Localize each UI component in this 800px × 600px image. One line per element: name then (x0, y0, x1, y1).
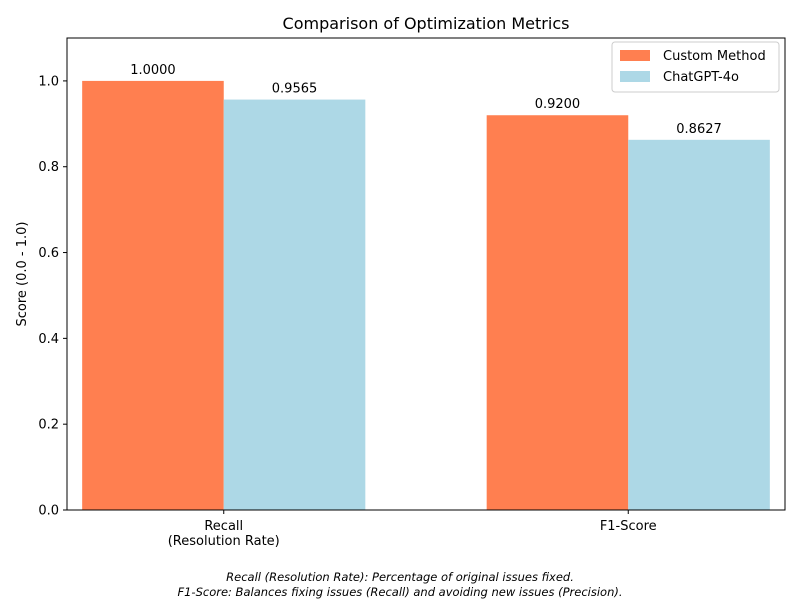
data-label-custom-method-f1-score: 0.9200 (535, 97, 581, 112)
legend-label-custom-method: Custom Method (663, 49, 766, 64)
bar-chatgpt-4o-recall (223, 99, 366, 510)
chart-title: Comparison of Optimization Metrics (283, 14, 570, 33)
y-tick-label: 0.6 (38, 246, 59, 261)
y-axis-label: Score (0.0 - 1.0) (15, 222, 30, 327)
bar-chatgpt-4o-f1-score (628, 139, 770, 510)
y-tick-label: 0.2 (38, 418, 59, 433)
x-tick-label-f1-score: F1-Score (600, 519, 657, 534)
bars-layer (82, 80, 770, 511)
legend-label-chatgpt-4o: ChatGPT-4o (663, 70, 739, 85)
y-tick-label: 0.4 (38, 332, 59, 347)
y-tick-label: 1.0 (38, 74, 59, 89)
legend: Custom Method ChatGPT-4o (611, 41, 780, 93)
y-tick-label: 0.8 (38, 160, 59, 175)
x-tick-label-recall-line-2: (Resolution Rate) (168, 534, 280, 549)
footnote-recall: Recall (Resolution Rate): Percentage of … (226, 570, 574, 584)
bar-custom-method-f1-score (486, 115, 629, 511)
legend-swatch-chatgpt-4o (620, 71, 650, 82)
x-axis: Recall(Resolution Rate) F1-Score (168, 510, 657, 549)
y-tick-label: 0.0 (38, 504, 59, 519)
plot-frame (66, 37, 786, 511)
y-axis: 0.0 0.2 0.4 0.6 0.8 1.0 (38, 74, 67, 519)
legend-swatch-custom-method (620, 50, 650, 61)
data-labels-layer: 1.0000 0.9200 0.9565 0.8627 (130, 63, 722, 137)
legend-frame (611, 41, 780, 93)
data-label-chatgpt-4o-f1-score: 0.8627 (676, 122, 722, 137)
bar-custom-method-recall (82, 80, 224, 510)
footnote-f1-score: F1-Score: Balances fixing issues (Recall… (177, 585, 622, 599)
data-label-chatgpt-4o-recall: 0.9565 (272, 82, 318, 97)
data-label-custom-method-recall: 1.0000 (130, 63, 176, 78)
x-tick-label-recall: Recall (204, 519, 243, 534)
